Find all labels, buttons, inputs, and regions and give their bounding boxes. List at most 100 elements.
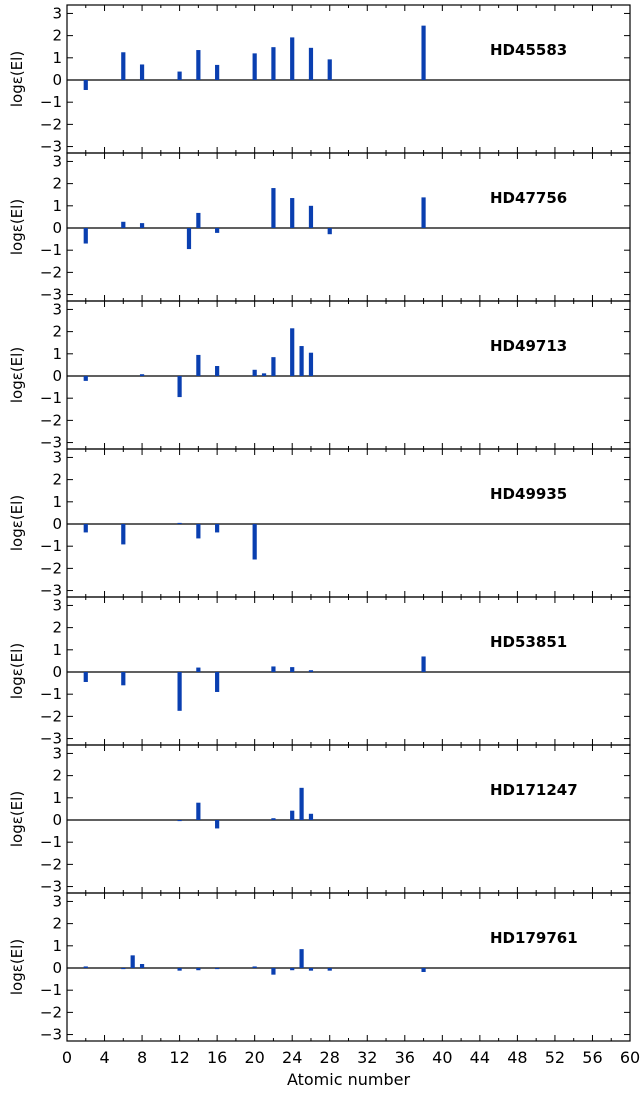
bar-z24 xyxy=(290,37,295,80)
bar-z14 xyxy=(196,354,201,376)
star-name-label: HD179761 xyxy=(490,929,578,947)
x-tick-label: 24 xyxy=(282,1048,302,1067)
bar-z14 xyxy=(196,50,201,80)
x-tick-label: 56 xyxy=(582,1048,602,1067)
bar-z14 xyxy=(196,802,201,820)
panel-HD171247: −3 −2 −1 0 1 2 3 logε(El) HD171247 xyxy=(8,744,631,896)
bar-z8 xyxy=(139,964,145,968)
bar-z21 xyxy=(261,373,267,376)
x-tick-label: 4 xyxy=(99,1048,109,1067)
panel-frame xyxy=(66,152,631,302)
bar-z12 xyxy=(177,820,182,822)
panel-HD47756: −3 −2 −1 0 1 2 3 logε(El) HD47756 xyxy=(8,152,631,304)
y-tick-label: −1 xyxy=(40,981,62,999)
bar-z2 xyxy=(83,376,88,381)
panel-frame xyxy=(66,744,631,894)
y-tick-label: −2 xyxy=(40,263,62,281)
bar-z8 xyxy=(139,374,145,376)
y-tick-label: −1 xyxy=(40,537,62,555)
y-tick-label: −1 xyxy=(40,685,62,703)
bar-z14 xyxy=(196,524,201,539)
y-tick-label: −3 xyxy=(40,730,62,748)
bar-z6 xyxy=(121,672,126,686)
bar-z22 xyxy=(271,968,276,975)
bar-z2 xyxy=(83,672,88,682)
y-axis-label: logε(El) xyxy=(8,643,26,699)
bar-z22 xyxy=(271,357,276,376)
bar-z16 xyxy=(215,820,220,829)
bar-z12 xyxy=(177,71,182,80)
y-tick-label: −2 xyxy=(40,855,62,873)
x-tick-label: 8 xyxy=(137,1048,147,1067)
bar-z20 xyxy=(252,524,257,560)
star-name-label: HD45583 xyxy=(490,41,567,59)
bar-z24 xyxy=(290,328,295,376)
y-tick-label: −1 xyxy=(40,389,62,407)
y-tick-label: 0 xyxy=(52,515,62,533)
y-tick-label: 3 xyxy=(52,152,62,170)
y-tick-label: −3 xyxy=(40,434,62,452)
star-name-label: HD171247 xyxy=(490,781,578,799)
y-tick-label: 1 xyxy=(52,49,62,67)
bar-z22 xyxy=(271,188,276,228)
y-tick-label: 0 xyxy=(52,663,62,681)
y-tick-label: −1 xyxy=(40,833,62,851)
y-tick-label: 2 xyxy=(52,27,62,45)
bar-z16 xyxy=(215,524,220,533)
y-tick-label: 2 xyxy=(52,619,62,637)
y-tick-label: 3 xyxy=(52,892,62,910)
y-tick-label: 3 xyxy=(52,596,62,614)
bar-z16 xyxy=(215,228,220,233)
bar-z6 xyxy=(121,968,126,970)
bar-z38 xyxy=(421,25,426,80)
bar-z14 xyxy=(196,667,201,672)
x-tick-label: 52 xyxy=(545,1048,565,1067)
y-tick-label: 1 xyxy=(52,197,62,215)
y-tick-label: 3 xyxy=(52,744,62,762)
bar-z38 xyxy=(421,197,426,228)
bar-z26 xyxy=(308,47,314,80)
x-tick-label: 12 xyxy=(169,1048,189,1067)
y-tick-label: −2 xyxy=(40,1003,62,1021)
y-axis-label: logε(El) xyxy=(8,347,26,403)
bar-z8 xyxy=(139,223,145,228)
y-tick-label: 1 xyxy=(52,493,62,511)
x-tick-label: 0 xyxy=(62,1048,72,1067)
bar-z24 xyxy=(290,968,295,971)
bar-z16 xyxy=(215,64,220,80)
bar-z22 xyxy=(271,47,276,80)
bar-z26 xyxy=(308,352,314,376)
bar-z26 xyxy=(308,205,314,228)
x-tick-label: 40 xyxy=(432,1048,452,1067)
y-tick-label: 0 xyxy=(52,71,62,89)
y-tick-label: 1 xyxy=(52,641,62,659)
star-name-label: HD49935 xyxy=(490,485,567,503)
bar-z13 xyxy=(186,228,192,250)
bar-z28 xyxy=(327,968,332,971)
bar-z16 xyxy=(215,366,220,376)
bar-z25 xyxy=(299,787,304,820)
bar-z22 xyxy=(271,818,276,820)
bar-z20 xyxy=(252,369,257,376)
y-tick-label: −2 xyxy=(40,707,62,725)
bar-z25 xyxy=(299,949,304,968)
bar-z12 xyxy=(177,522,182,524)
bar-z16 xyxy=(215,968,220,970)
bar-z38 xyxy=(421,656,426,672)
panel-frame xyxy=(66,596,631,746)
y-tick-label: −2 xyxy=(40,559,62,577)
bar-z2 xyxy=(83,966,88,968)
bar-z14 xyxy=(196,212,201,228)
y-axis-label: logε(El) xyxy=(8,51,26,107)
y-tick-label: 1 xyxy=(52,789,62,807)
y-tick-label: 2 xyxy=(52,323,62,341)
bar-z2 xyxy=(83,228,88,244)
x-tick-label: 36 xyxy=(395,1048,415,1067)
y-axis-label: logε(El) xyxy=(8,939,26,995)
panel-frame xyxy=(66,4,631,154)
y-tick-label: 3 xyxy=(52,4,62,22)
bar-z6 xyxy=(121,524,126,545)
bar-z38 xyxy=(421,968,426,972)
